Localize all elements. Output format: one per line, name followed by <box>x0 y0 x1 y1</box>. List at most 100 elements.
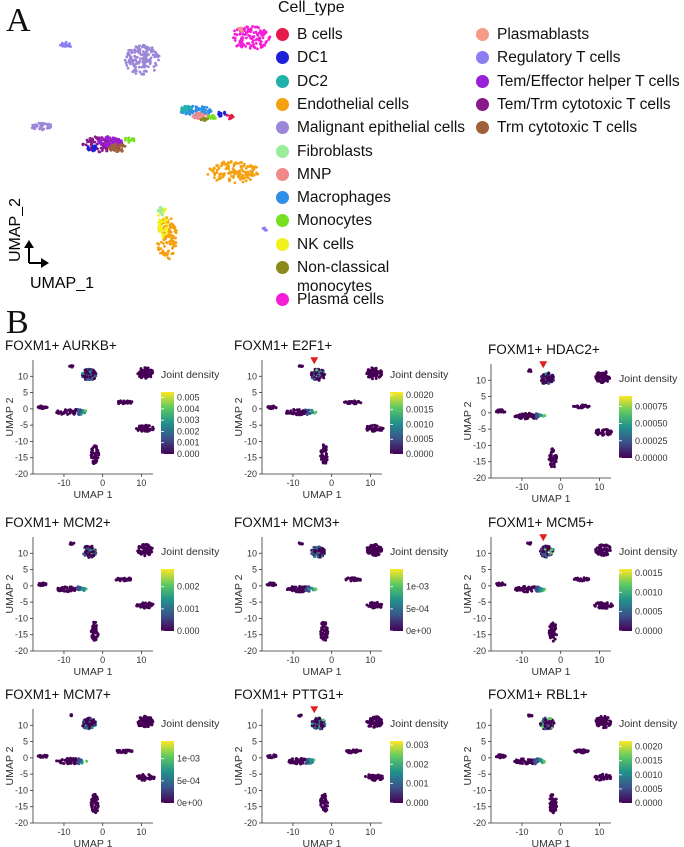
highlight-arrow <box>539 361 548 369</box>
cluster-endothelial-cells <box>206 160 260 185</box>
y-tick-label: -20 <box>244 646 257 656</box>
umap-y-axis-label: UMAP_2 <box>7 198 24 262</box>
x-tick-label: -10 <box>515 827 528 837</box>
colorbar-tick-label: 0.0000 <box>406 449 434 459</box>
density-cluster <box>36 404 49 410</box>
colorbar <box>619 396 632 458</box>
y-tick-label: -15 <box>15 453 28 463</box>
x-tick-label: -10 <box>515 655 528 665</box>
density-cluster <box>527 713 534 718</box>
density-cluster <box>135 423 155 433</box>
density-cluster <box>593 601 614 610</box>
legend-swatch <box>276 51 289 65</box>
y-tick-label: -5 <box>20 769 28 779</box>
density-cluster <box>539 716 556 731</box>
colorbar-tick-label: 0.001 <box>177 604 200 614</box>
legend-title: Joint density <box>619 718 678 730</box>
feature-plot: FOXM1+ MCM7+ -10 0 10 10 5 0 -5 -10 -15 -20 UMAP 1 U… <box>4 687 225 847</box>
legend-swatch <box>276 214 289 228</box>
x-tick-label: 10 <box>365 655 375 665</box>
colorbar-tick-label: 0.003 <box>406 740 429 750</box>
feature-plot-svg: -10 0 10 10 5 0 -5 -10 -15 -20 UMAP 1 UMAP 2 Joint d… <box>4 360 220 501</box>
x-axis-label: UMAP 1 <box>303 838 342 847</box>
density-cluster <box>265 581 278 588</box>
legend-label: Monocytes <box>297 212 372 230</box>
legend-swatch <box>476 121 489 135</box>
density-cluster <box>68 364 75 369</box>
legend-label: Non-classical monocytes <box>297 259 390 295</box>
y-axis-label: UMAP 2 <box>462 401 474 440</box>
feature-plot-title: FOXM1+ MCM3+ <box>234 515 340 530</box>
legend-swatch <box>276 237 289 251</box>
legend-label: Tem/Trm cytotoxic T cells <box>497 95 671 113</box>
density-cluster <box>114 576 133 583</box>
colorbar-tick-label: 0.0005 <box>406 434 434 444</box>
colorbar-tick-label: 0.0005 <box>635 784 663 794</box>
legend-title: Joint density <box>390 718 449 730</box>
y-tick-label: -20 <box>473 473 486 483</box>
colorbar-tick-label: 0.00025 <box>635 436 668 446</box>
x-tick-label: 10 <box>136 478 146 488</box>
feature-plot-title: FOXM1+ HDAC2+ <box>488 342 600 357</box>
y-tick-label: -5 <box>20 420 28 430</box>
feature-plot: FOXM1+ MCM2+ -10 0 10 10 5 0 -5 -10 -15 -20 UMAP 1 U… <box>4 515 225 678</box>
umap-x-axis-label: UMAP_1 <box>30 275 94 292</box>
density-cluster <box>319 443 329 465</box>
y-tick-label: 0 <box>481 581 486 591</box>
density-cluster <box>89 444 101 466</box>
density-cluster <box>365 715 384 729</box>
legend-swatch <box>276 97 289 111</box>
y-tick-label: 5 <box>23 565 28 575</box>
density-cluster <box>527 368 533 373</box>
y-tick-label: -15 <box>473 802 486 812</box>
density-cluster <box>540 371 555 385</box>
legend-label: Malignant epithelial cells <box>297 119 466 137</box>
legend-title: Joint density <box>619 373 678 385</box>
density-cluster <box>344 576 362 583</box>
y-axis-label: UMAP 2 <box>4 746 16 785</box>
colorbar-tick-label: 0e+00 <box>177 798 202 808</box>
feature-plot-title: FOXM1+ MCM7+ <box>5 687 111 702</box>
colorbar-tick-label: 5e-04 <box>177 776 200 786</box>
density-cluster <box>573 748 590 755</box>
density-cluster <box>81 716 98 731</box>
colorbar-tick-label: 0.00075 <box>635 401 668 411</box>
y-tick-label: -20 <box>15 469 28 479</box>
cluster-dc1 <box>86 144 98 153</box>
density-cluster <box>365 600 384 610</box>
density-cluster <box>115 748 134 755</box>
density-cluster <box>297 364 304 369</box>
cluster-dc1 <box>217 110 227 118</box>
y-tick-label: -15 <box>15 630 28 640</box>
y-tick-label: 10 <box>476 375 486 385</box>
feature-plot-svg: -10 0 10 10 5 0 -5 -10 -15 -20 UMAP 1 UMAP 2 Joint d… <box>233 537 449 678</box>
feature-plot-title: FOXM1+ AURKB+ <box>5 338 117 353</box>
legend-swatch <box>276 261 289 274</box>
legend-title: Joint density <box>390 546 449 558</box>
colorbar-tick-label: 0.001 <box>177 438 200 448</box>
legend-item: Plasma cells <box>276 290 481 309</box>
density-cluster <box>494 753 507 760</box>
legend-label: MNP <box>297 165 332 183</box>
legend-item: Tem/Trm cytotoxic T cells <box>476 95 681 114</box>
legend-label: Endothelial cells <box>297 95 410 113</box>
y-axis-label: UMAP 2 <box>462 746 474 785</box>
colorbar-tick-label: 0.000 <box>406 798 429 808</box>
y-axis-label: UMAP 2 <box>462 574 474 613</box>
y-tick-label: -10 <box>15 613 28 623</box>
colorbar-tick-label: 0.003 <box>177 415 200 425</box>
density-cluster <box>89 792 100 815</box>
density-cluster <box>365 366 384 381</box>
legend-item: Regulatory T cells <box>476 48 681 67</box>
x-axis-label: UMAP 1 <box>74 666 113 678</box>
density-cluster <box>69 713 73 718</box>
legend-swatch <box>476 51 489 65</box>
feature-plot: FOXM1+ MCM3+ -10 0 10 10 5 0 -5 -10 -15 -20 UMAP 1 U… <box>233 515 454 678</box>
legend-swatch <box>476 74 489 88</box>
y-tick-label: 10 <box>247 720 257 730</box>
legend-item: NK cells <box>276 235 481 254</box>
x-tick-label: -10 <box>286 655 299 665</box>
y-tick-label: -20 <box>473 818 486 828</box>
legend-swatch <box>276 121 289 135</box>
x-tick-label: -10 <box>515 482 528 492</box>
